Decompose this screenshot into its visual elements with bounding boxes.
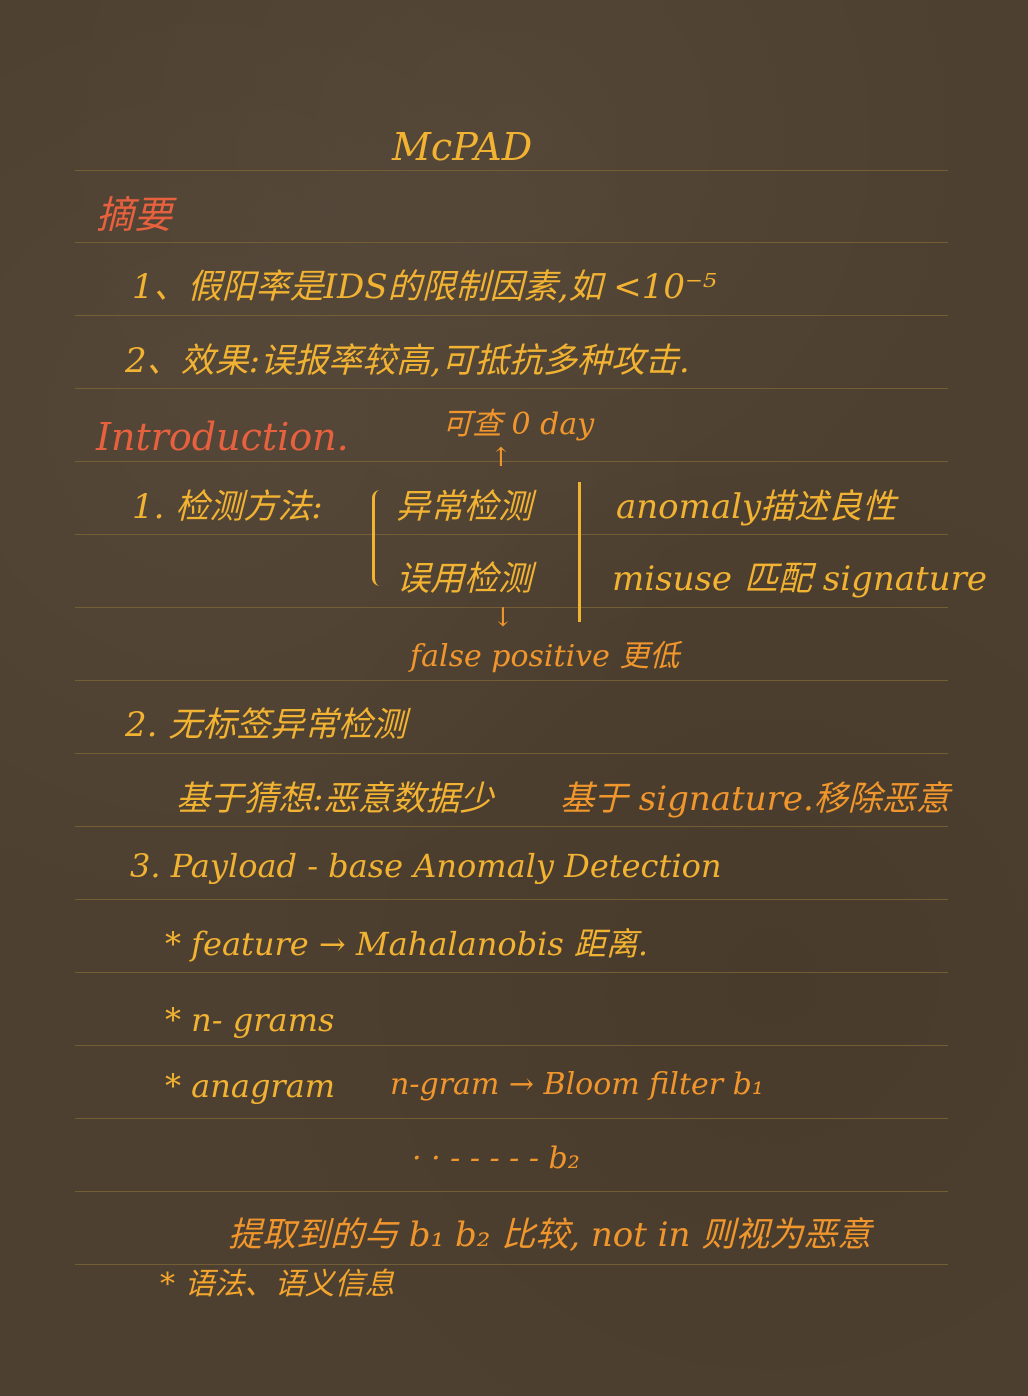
ruled-line (75, 899, 948, 900)
ruled-line (75, 1191, 948, 1192)
introduction-heading: Introduction. (96, 415, 349, 459)
anagram-b2: · · - - - - - b₂ (412, 1141, 580, 1176)
ruled-line (75, 1264, 948, 1265)
anagram-detail: n-gram → Bloom filter b₁ (390, 1067, 764, 1102)
ruled-line (75, 461, 948, 462)
unlabeled-detail-1: 基于猜想:恶意数据少 (176, 779, 494, 819)
misuse-detection-en: misuse (612, 559, 733, 599)
abstract-heading: 摘要 (96, 193, 173, 237)
ruled-line (75, 242, 948, 243)
arrow-down-icon: ↓ (492, 603, 514, 633)
bullet-feature: * feature → Mahalanobis 距离. (165, 925, 649, 963)
anomaly-description: 描述良性 (760, 487, 896, 527)
bullet-syntax: * 语法、语义信息 (160, 1267, 395, 1302)
page-title: McPAD (392, 125, 533, 169)
ruled-line (75, 534, 948, 535)
ruled-line (75, 1045, 948, 1046)
left-brace (372, 490, 385, 586)
misuse-detection-cn: 误用检测 (396, 559, 532, 599)
abstract-item-1: 1、假阳率是IDS的限制因素,如 <10⁻⁵ (132, 267, 717, 307)
compare-line: 提取到的与 b₁ b₂ 比较, not in 则视为恶意 (228, 1215, 872, 1255)
anomaly-detection-en: anomaly (616, 487, 762, 527)
annotation-false-positive: false positive 更低 (410, 639, 680, 674)
bullet-ngrams: * n- grams (165, 1001, 335, 1039)
abstract-item-2: 2、效果:误报率较高,可抵抗多种攻击. (125, 341, 690, 381)
annotation-zero-day: 可查 0 day (442, 407, 595, 442)
ruled-line (75, 680, 948, 681)
ruled-line (75, 315, 948, 316)
unlabeled-detail-2: 基于 signature.移除恶意 (560, 779, 950, 819)
detection-methods-label: 1. 检测方法: (132, 487, 323, 527)
ruled-line (75, 753, 948, 754)
ruled-line (75, 826, 948, 827)
ruled-line (75, 607, 948, 608)
ruled-line (75, 1118, 948, 1119)
ruled-line (75, 170, 948, 171)
arrow-up-icon: ↑ (490, 443, 512, 473)
ruled-line (75, 388, 948, 389)
divider-line (578, 482, 581, 622)
misuse-description: 匹配 signature (744, 559, 987, 599)
anomaly-detection-cn: 异常检测 (396, 487, 532, 527)
bullet-anagram: * anagram (165, 1067, 336, 1105)
payload-heading: 3. Payload - base Anomaly Detection (130, 847, 722, 885)
ruled-line (75, 972, 948, 973)
unlabeled-detection-heading: 2. 无标签异常检测 (125, 705, 407, 745)
